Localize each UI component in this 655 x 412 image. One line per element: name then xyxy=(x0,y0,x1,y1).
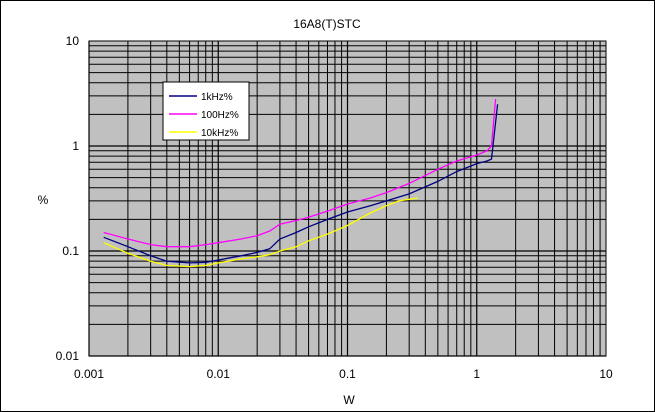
x-tick-label: 0.01 xyxy=(207,367,231,381)
plot-border xyxy=(88,40,607,357)
legend-label-10khz: 10kHz% xyxy=(201,128,238,139)
x-tick-labels: 0.001 0.01 0.1 1 10 xyxy=(74,367,613,381)
series-line-100hz xyxy=(103,98,497,248)
legend: 1kHz% 100Hz% 10kHz% xyxy=(162,81,250,141)
legend-box xyxy=(162,81,250,141)
x-tick-label: 1 xyxy=(473,367,480,381)
series-lines xyxy=(103,98,499,268)
legend-label-100hz: 100Hz% xyxy=(201,110,239,121)
x-axis-label: W xyxy=(343,393,355,407)
y-tick-label: 1 xyxy=(72,139,79,153)
x-tick-label: 10 xyxy=(599,367,613,381)
y-tick-label: 0.01 xyxy=(56,349,80,363)
y-tick-labels: 10 1 0.1 0.01 xyxy=(56,34,80,363)
y-tick-label: 10 xyxy=(66,34,80,48)
series-line-1khz xyxy=(103,104,499,264)
y-tick-label: 0.1 xyxy=(62,244,79,258)
y-axis-label: % xyxy=(38,193,49,207)
chart-title: 16A8(T)STC xyxy=(293,17,361,31)
series-line-10khz xyxy=(103,197,418,268)
x-tick-label: 0.001 xyxy=(74,367,104,381)
legend-label-1khz: 1kHz% xyxy=(201,92,233,103)
x-tick-label: 0.1 xyxy=(339,367,356,381)
